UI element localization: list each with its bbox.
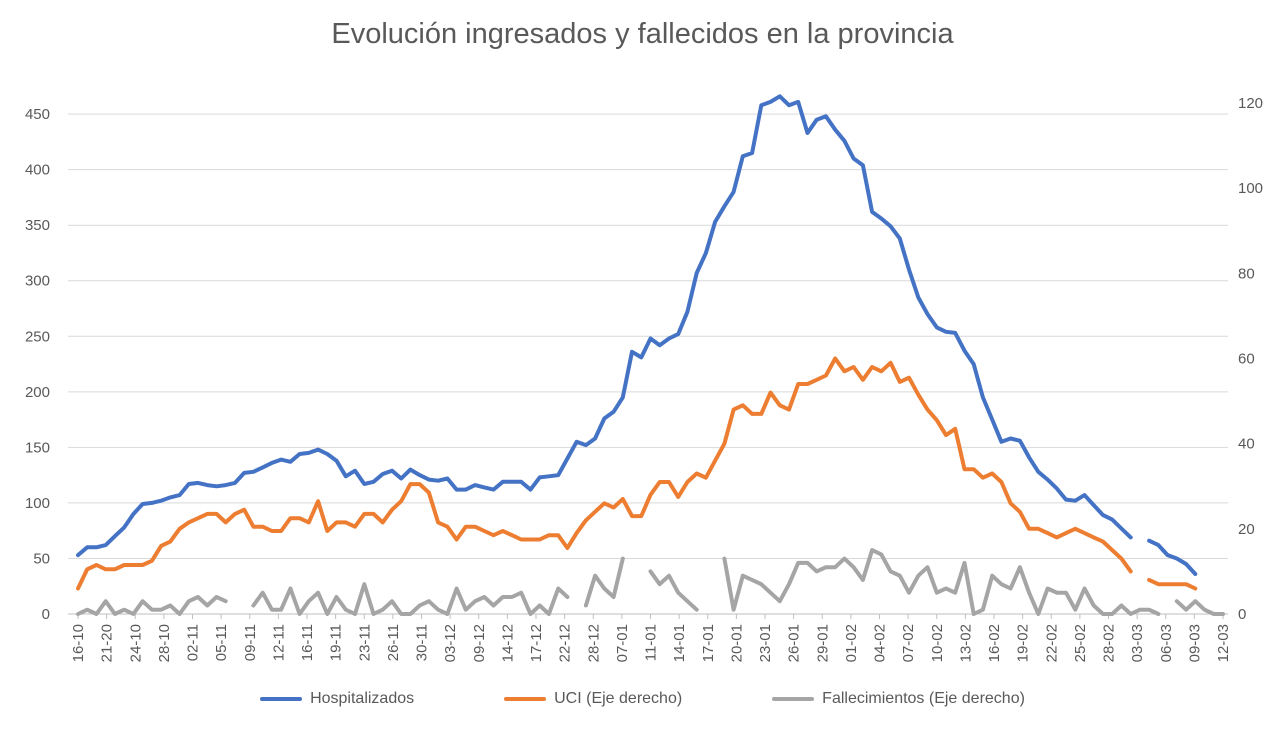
series-line-3 — [648, 569, 699, 612]
y-tick-label: 250 — [25, 328, 50, 345]
legend-item: Fallecimientos (Eje derecho) — [772, 690, 1025, 708]
legend-label: Fallecimientos (Eje derecho) — [822, 690, 1025, 707]
x-tick-label: 29-01 — [814, 624, 831, 662]
series-line-3 — [583, 556, 625, 608]
y-tick-label: 450 — [25, 106, 50, 123]
y2-tick-label: 40 — [1238, 436, 1255, 453]
series-line-3 — [1174, 599, 1225, 616]
x-tick-label: 24-10 — [127, 624, 144, 662]
series-line-1 — [1147, 538, 1198, 576]
x-tick-label: 21-20 — [99, 624, 116, 662]
x-tick-label: 12-11 — [270, 624, 287, 661]
legend-item: Hospitalizados — [260, 690, 414, 708]
legend-item: UCI (Eje derecho) — [504, 690, 682, 708]
legend-swatch — [772, 697, 815, 701]
y-tick-label: 100 — [25, 495, 50, 512]
legend-label: UCI (Eje derecho) — [554, 690, 683, 707]
x-tick-label: 05-11 — [213, 624, 230, 661]
x-tick-label: 17-01 — [700, 624, 717, 662]
y-tick-label: 200 — [25, 384, 50, 401]
y2-tick-label: 120 — [1238, 95, 1263, 112]
x-tick-label: 14-12 — [499, 624, 516, 662]
x-tick-label: 22-02 — [1043, 624, 1060, 662]
x-tick-label: 19-02 — [1015, 624, 1032, 662]
y-tick-label: 400 — [25, 162, 50, 179]
series-line-1 — [76, 94, 1133, 558]
x-tick-label: 07-01 — [614, 624, 631, 662]
x-tick-label: 03-03 — [1129, 624, 1146, 662]
series-line-3 — [76, 595, 228, 616]
x-tick-label: 12-03 — [1215, 624, 1232, 662]
x-tick-label: 23-01 — [757, 624, 774, 662]
y2-tick-label: 60 — [1238, 351, 1255, 368]
y-tick-label: 0 — [42, 606, 50, 623]
x-tick-label: 22-12 — [557, 624, 574, 662]
series-line-3 — [251, 582, 570, 616]
x-tick-label: 06-03 — [1158, 624, 1175, 662]
x-tick-label: 02-11 — [185, 624, 202, 661]
x-tick-label: 25-02 — [1072, 624, 1089, 662]
x-tick-label: 11-01 — [643, 624, 660, 661]
x-tick-label: 23-11 — [356, 624, 373, 661]
x-tick-label: 09-11 — [242, 624, 259, 661]
x-tick-label: 09-12 — [471, 624, 488, 662]
x-tick-label: 26-01 — [786, 624, 803, 662]
x-tick-label: 07-02 — [900, 624, 917, 662]
chart-title: Evolución ingresados y fallecidos en la … — [331, 18, 954, 50]
x-tick-label: 16-11 — [299, 624, 316, 661]
x-tick-label: 14-01 — [671, 624, 688, 662]
series-line-3 — [722, 548, 1161, 616]
series-line-2 — [1147, 577, 1198, 591]
legend-swatch — [260, 697, 303, 701]
x-tick-label: 17-12 — [528, 624, 545, 662]
y2-tick-label: 100 — [1238, 180, 1263, 197]
x-tick-label: 19-11 — [328, 624, 345, 661]
x-tick-label: 10-02 — [929, 624, 946, 662]
y-tick-label: 350 — [25, 217, 50, 234]
x-tick-label: 30-11 — [414, 624, 431, 661]
x-tick-label: 09-03 — [1186, 624, 1203, 662]
x-tick-label: 04-02 — [872, 624, 889, 662]
y-tick-label: 300 — [25, 273, 50, 290]
legend-swatch — [504, 697, 547, 701]
chart-legend: Hospitalizados UCI (Eje derecho) Fallecimi… — [0, 690, 1285, 708]
x-tick-label: 13-02 — [957, 624, 974, 662]
x-tick-label: 01-02 — [843, 624, 860, 662]
x-tick-label: 03-12 — [442, 624, 459, 662]
x-tick-label: 16-02 — [986, 624, 1003, 662]
x-tick-label: 26-11 — [385, 624, 402, 661]
y-tick-label: 150 — [25, 439, 50, 456]
y2-tick-label: 80 — [1238, 265, 1255, 282]
x-tick-label: 28-12 — [585, 624, 602, 662]
legend-label: Hospitalizados — [310, 690, 415, 707]
x-tick-label: 28-10 — [156, 624, 173, 662]
y2-tick-label: 20 — [1238, 521, 1255, 538]
y-tick-label: 50 — [33, 550, 50, 567]
x-tick-label: 16-10 — [70, 624, 87, 662]
x-tick-label: 20-01 — [728, 624, 745, 662]
x-tick-label: 28-02 — [1101, 624, 1118, 662]
series-line-2 — [76, 356, 1133, 591]
y2-tick-label: 0 — [1238, 606, 1246, 623]
